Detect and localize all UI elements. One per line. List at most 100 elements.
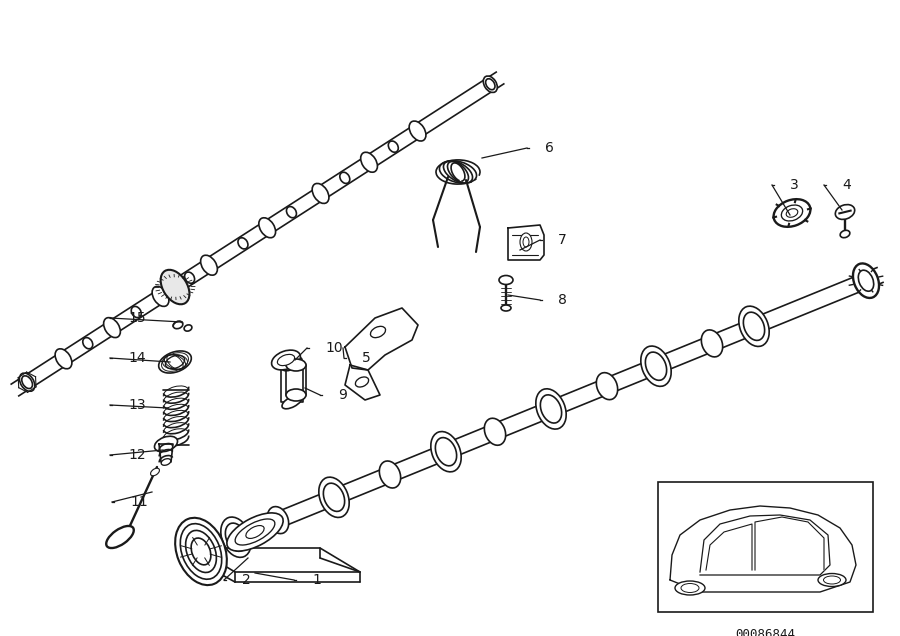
Ellipse shape [743, 312, 765, 340]
Polygon shape [281, 364, 303, 402]
Ellipse shape [104, 317, 121, 338]
Ellipse shape [282, 395, 302, 409]
Text: 8: 8 [558, 293, 567, 307]
Ellipse shape [523, 237, 529, 247]
Polygon shape [345, 308, 418, 370]
Ellipse shape [286, 207, 296, 218]
Ellipse shape [540, 395, 562, 423]
Ellipse shape [106, 526, 134, 548]
Ellipse shape [312, 183, 328, 204]
Ellipse shape [184, 272, 194, 283]
Text: 14: 14 [128, 351, 146, 365]
Ellipse shape [379, 461, 400, 488]
Text: 1: 1 [312, 573, 321, 587]
Ellipse shape [150, 468, 159, 476]
Ellipse shape [227, 513, 284, 551]
Ellipse shape [675, 581, 705, 595]
Ellipse shape [781, 205, 803, 221]
Ellipse shape [286, 359, 306, 371]
Ellipse shape [319, 477, 349, 518]
Ellipse shape [340, 172, 350, 183]
Polygon shape [508, 225, 544, 260]
Text: 11: 11 [130, 495, 148, 509]
Ellipse shape [371, 326, 385, 338]
Ellipse shape [436, 438, 456, 466]
Ellipse shape [824, 576, 841, 584]
Ellipse shape [22, 376, 32, 389]
Ellipse shape [410, 121, 426, 141]
Polygon shape [670, 506, 856, 592]
Ellipse shape [818, 574, 846, 586]
Ellipse shape [152, 286, 169, 307]
Ellipse shape [484, 418, 506, 445]
Ellipse shape [180, 523, 221, 579]
Ellipse shape [55, 349, 72, 369]
Ellipse shape [323, 483, 345, 511]
Text: 3: 3 [790, 178, 799, 192]
Ellipse shape [191, 538, 211, 565]
Ellipse shape [645, 352, 667, 380]
Ellipse shape [220, 517, 251, 557]
Ellipse shape [131, 307, 141, 317]
Ellipse shape [536, 389, 566, 429]
Ellipse shape [501, 305, 511, 311]
Ellipse shape [246, 525, 264, 539]
Ellipse shape [356, 377, 369, 387]
Ellipse shape [361, 152, 377, 172]
Ellipse shape [161, 459, 171, 466]
Text: 9: 9 [338, 388, 346, 402]
Ellipse shape [173, 321, 183, 329]
Text: 12: 12 [128, 448, 146, 462]
Polygon shape [159, 444, 173, 462]
Polygon shape [195, 548, 360, 572]
Text: 7: 7 [558, 233, 567, 247]
Ellipse shape [83, 338, 93, 349]
Ellipse shape [681, 583, 699, 593]
Ellipse shape [225, 523, 247, 551]
Ellipse shape [201, 255, 218, 275]
Ellipse shape [483, 76, 498, 92]
Ellipse shape [859, 270, 874, 291]
Text: 00086844: 00086844 [735, 628, 796, 636]
Ellipse shape [597, 373, 617, 399]
Polygon shape [700, 515, 830, 575]
Ellipse shape [235, 519, 274, 545]
Ellipse shape [388, 141, 399, 152]
Ellipse shape [267, 507, 289, 534]
Text: 15: 15 [128, 311, 146, 325]
Bar [658, 482, 873, 612]
Ellipse shape [835, 205, 855, 219]
Polygon shape [706, 524, 752, 570]
Text: 13: 13 [128, 398, 146, 412]
Ellipse shape [185, 530, 216, 572]
Ellipse shape [739, 306, 770, 347]
Ellipse shape [272, 350, 301, 370]
Ellipse shape [166, 356, 184, 369]
Ellipse shape [160, 270, 190, 304]
Ellipse shape [277, 354, 294, 366]
Ellipse shape [841, 230, 850, 238]
Ellipse shape [158, 351, 192, 373]
Ellipse shape [286, 389, 306, 401]
Ellipse shape [520, 233, 532, 251]
Ellipse shape [259, 218, 275, 238]
Ellipse shape [238, 238, 248, 249]
Ellipse shape [641, 346, 671, 386]
Ellipse shape [20, 373, 35, 391]
Text: 5: 5 [362, 351, 371, 365]
Text: 2: 2 [242, 573, 251, 587]
Text: 10: 10 [325, 341, 343, 355]
Ellipse shape [499, 275, 513, 284]
Text: 4: 4 [842, 178, 850, 192]
Ellipse shape [853, 263, 879, 298]
Ellipse shape [155, 436, 177, 452]
Ellipse shape [184, 325, 192, 331]
Ellipse shape [431, 432, 461, 472]
Ellipse shape [282, 357, 302, 371]
Polygon shape [755, 517, 824, 570]
Ellipse shape [774, 199, 810, 227]
Ellipse shape [176, 518, 227, 585]
Ellipse shape [486, 79, 495, 90]
Polygon shape [345, 365, 380, 400]
Ellipse shape [787, 209, 797, 218]
